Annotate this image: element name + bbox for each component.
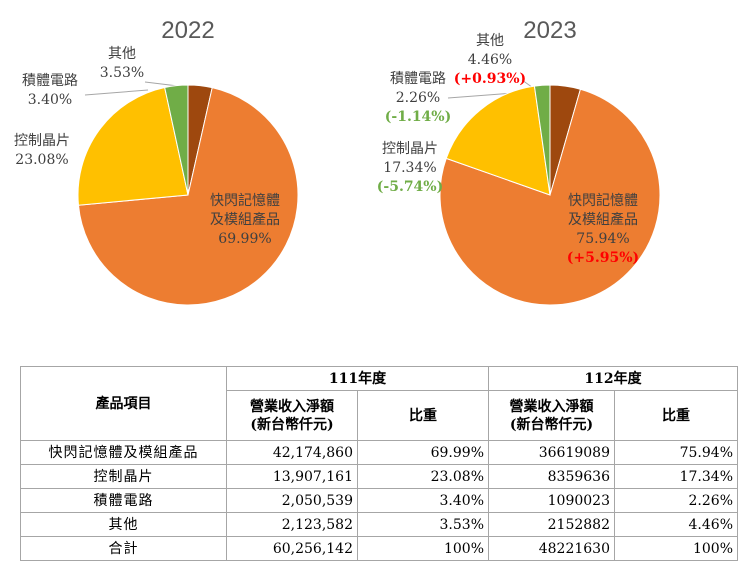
header-line: 營業收入淨額 [250, 398, 334, 415]
header-cell: 產品項目 [20, 366, 227, 441]
pie-canvas: 2022 2023 [77, 17, 661, 306]
category-label: 控制晶片 [382, 141, 438, 157]
header-line: 營業收入淨額 [509, 398, 594, 415]
chart-title: 2023 [523, 17, 576, 44]
table-cell: 36619089 [488, 440, 615, 465]
change-label: (-5.74%) [376, 179, 444, 195]
leader-line [84, 89, 149, 96]
header-cell: 111年度 [226, 366, 489, 391]
table-cell: 4.46% [614, 512, 738, 537]
table-cell: 2,123,582 [226, 512, 358, 537]
table-row: 積體電路 2,050,539 3.40% 1090023 2.26% [20, 488, 738, 513]
leader-line [447, 92, 515, 99]
table-cell: 1090023 [488, 488, 615, 513]
change-label: (+0.93%) [453, 71, 527, 87]
leader-line [144, 81, 179, 87]
value-label: 23.08% [15, 152, 69, 168]
table-cell: 100% [614, 536, 738, 561]
category-label: 其他 [476, 33, 504, 49]
table-cell: 42,174,860 [226, 440, 358, 465]
category-label: 其他 [108, 46, 136, 62]
slice-label: 積體電路 2.26% (-1.14%) [373, 70, 463, 127]
pie-slice [77, 87, 299, 306]
header-cell: 比重 [357, 390, 489, 441]
value-label: 3.40% [27, 92, 73, 108]
value-label: 75.94% [576, 231, 630, 247]
category-label: 積體電路 [390, 71, 446, 87]
category-label: 積體電路 [22, 73, 78, 89]
table-row: 其他 2,123,582 3.53% 2152882 4.46% [20, 512, 738, 537]
category-label: 快閃記憶體及模組產品 [210, 193, 280, 228]
header-line: (新台幣仟元) [509, 416, 594, 433]
table-cell: 48221630 [488, 536, 615, 561]
table-cell: 13,907,161 [226, 464, 358, 489]
header-cell: 營業收入淨額 (新台幣仟元) [488, 390, 615, 441]
table-cell: 69.99% [357, 440, 489, 465]
value-label: 4.46% [467, 52, 513, 68]
table-cell: 75.94% [614, 440, 738, 465]
table-row: 合計 60,256,142 100% 48221630 100% [20, 536, 738, 561]
table-cell: 其他 [20, 512, 227, 537]
value-label: 2.26% [395, 90, 441, 106]
table-cell: 3.40% [357, 488, 489, 513]
slice-label: 快閃記憶體及模組產品 75.94% (+5.95%) [558, 192, 648, 268]
table-cell: 控制晶片 [20, 464, 227, 489]
pie-slice [445, 85, 551, 196]
pie-slice [439, 88, 661, 306]
header-cell: 比重 [614, 390, 738, 441]
header-cell: 112年度 [488, 366, 738, 391]
table-cell: 8359636 [488, 464, 615, 489]
slice-label: 積體電路 3.40% [5, 72, 95, 110]
chart-title: 2022 [161, 17, 214, 44]
table-cell: 合計 [20, 536, 227, 561]
slice-label: 控制晶片 23.08% [0, 132, 87, 170]
slice-label: 快閃記憶體及模組產品 69.99% [200, 192, 290, 249]
table-cell: 3.53% [357, 512, 489, 537]
pie-slice [164, 84, 189, 196]
header-line: (新台幣仟元) [250, 416, 334, 433]
table-cell: 2.26% [614, 488, 738, 513]
slice-label: 其他 4.46% (+0.93%) [445, 32, 535, 89]
table-cell: 60,256,142 [226, 536, 358, 561]
table-cell: 2,050,539 [226, 488, 358, 513]
table-body: 快閃記憶體及模組產品 42,174,860 69.99% 36619089 75.94%… [20, 440, 738, 561]
table-cell: 2152882 [488, 512, 615, 537]
category-label: 控制晶片 [14, 133, 70, 149]
value-label: 69.99% [218, 231, 272, 247]
change-label: (-1.14%) [384, 109, 452, 125]
pie-slice [77, 86, 189, 206]
table-row: 控制晶片 13,907,161 23.08% 8359636 17.34% [20, 464, 738, 489]
table-cell: 17.34% [614, 464, 738, 489]
pie-slice [533, 84, 551, 196]
table-cell: 快閃記憶體及模組產品 [20, 440, 227, 465]
data-table: 產品項目 111年度 112年度 營業收入淨額 (新台幣仟元) 比重 營業收入淨額… [20, 366, 738, 561]
category-label: 快閃記憶體及模組產品 [568, 193, 638, 228]
value-label: 17.34% [383, 160, 437, 176]
table-row: 快閃記憶體及模組產品 42,174,860 69.99% 36619089 75.94% [20, 440, 738, 465]
charts: 2022 2023 其他 3.53% 快閃記憶體及模組產品 69.99% 控制晶片 23.… [0, 17, 661, 306]
header-cell: 營業收入淨額 (新台幣仟元) [226, 390, 358, 441]
table-cell: 100% [357, 536, 489, 561]
slice-label: 控制晶片 17.34% (-5.74%) [365, 140, 455, 197]
slice-label: 其他 3.53% [77, 45, 167, 83]
table-cell: 積體電路 [20, 488, 227, 513]
value-label: 3.53% [99, 65, 145, 81]
change-label: (+5.95%) [566, 250, 640, 266]
table-cell: 23.08% [357, 464, 489, 489]
